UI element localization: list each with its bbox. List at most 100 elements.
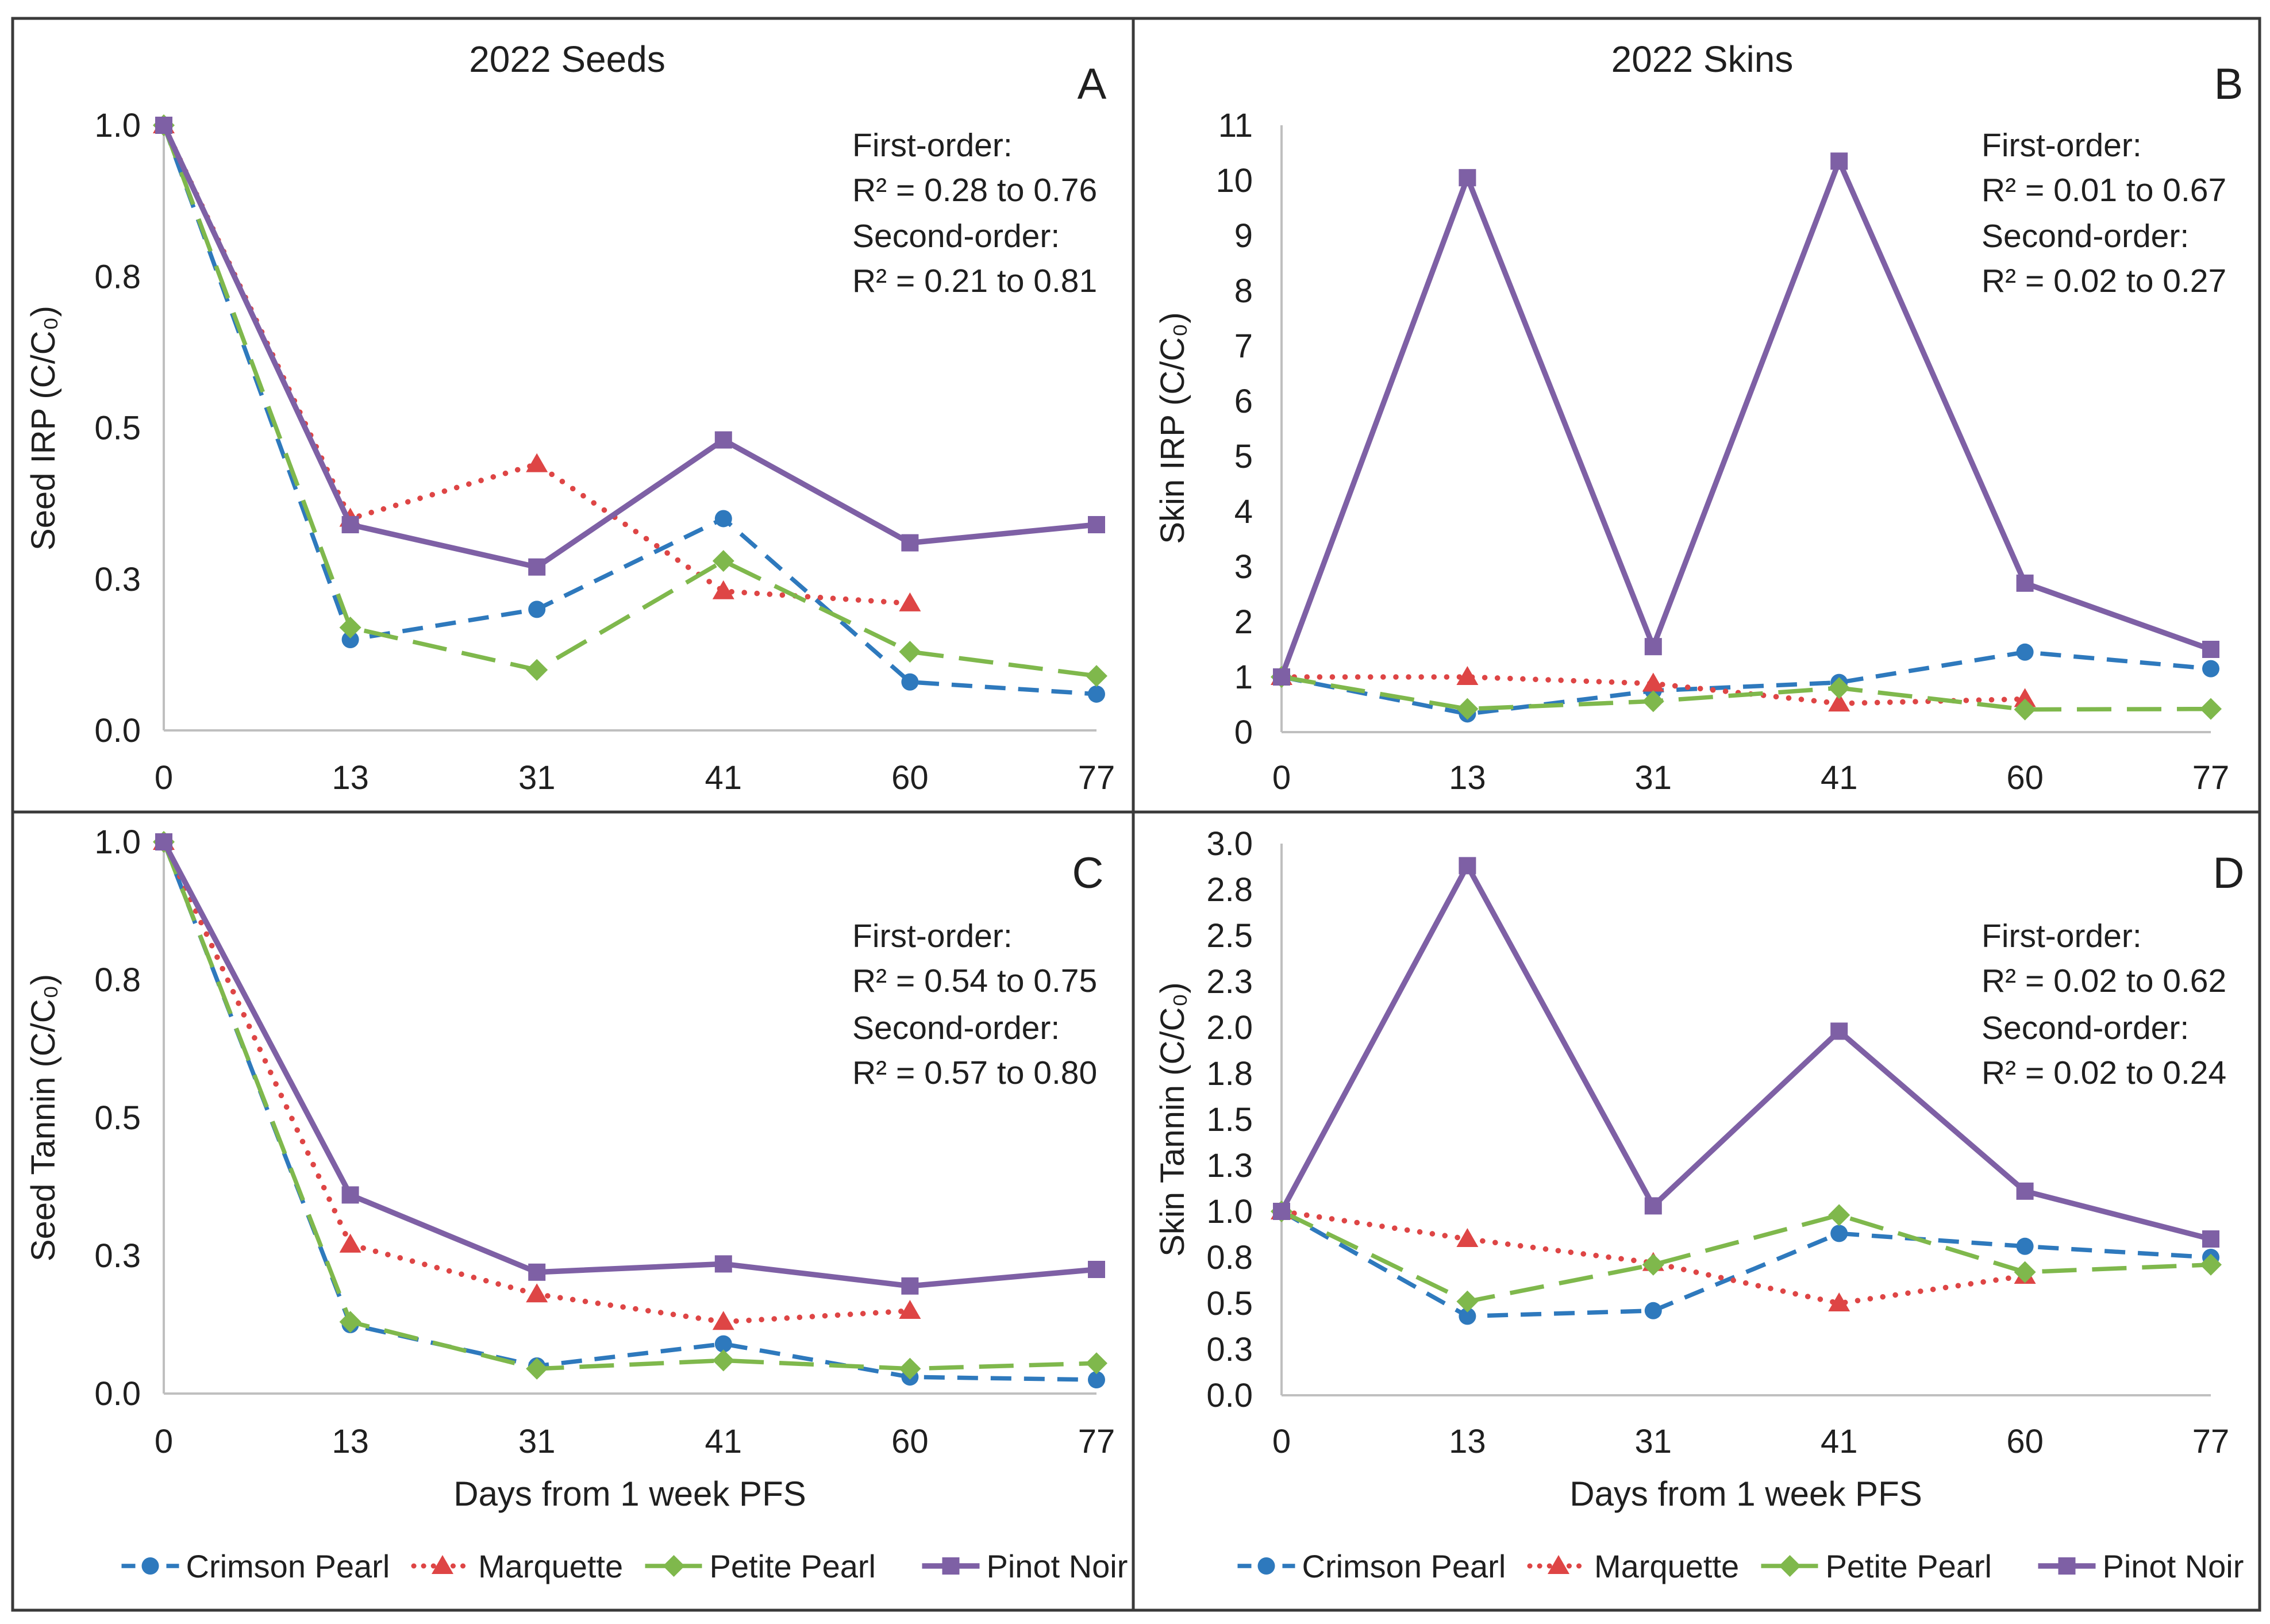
marker-circle <box>1088 1371 1105 1388</box>
y-tick-label: 2.0 <box>1206 1009 1253 1046</box>
series-line-petite-pearl <box>1281 675 2211 712</box>
marker-diamond <box>339 1311 361 1333</box>
annotation-line: First-order: <box>852 918 1013 955</box>
annotation-line: R² = 0.01 to 0.67 <box>1982 172 2226 209</box>
marker-square <box>1273 668 1290 686</box>
marker-diamond <box>2014 698 2036 721</box>
y-tick-label: 11 <box>1218 107 1253 144</box>
series-line-pinot-noir <box>161 124 1097 570</box>
marker-triangle <box>712 1311 734 1330</box>
panel-d: 0.0 0.3 0.5 0.8 1.0 1.3 1.5 1.8 2.0 2.3 2.5 2.8 3.0 0… <box>1206 825 2244 1584</box>
marker-triangle <box>526 453 548 472</box>
y-tick-label: 0.3 <box>1206 1331 1253 1368</box>
annotation-line: R² = 0.02 to 0.24 <box>1982 1055 2226 1091</box>
marker-circle <box>714 1335 732 1353</box>
marker-square <box>1273 1203 1290 1220</box>
annotation-line: First-order: <box>852 127 1013 164</box>
x-tick-label: 41 <box>1821 1423 1858 1460</box>
panel-c-y-axis-title: Seed Tannin (C/C₀) <box>25 974 62 1261</box>
marker-triangle <box>1548 1555 1569 1574</box>
panel-b-y-axis-title: Skin IRP (C/C₀) <box>1154 312 1191 544</box>
panel-a: 0.0 0.3 0.5 0.8 1.0 0 13 31 41 60 77 <box>94 107 1115 796</box>
legend: Crimson Pearl Marquette Petite Pearl Pinot … <box>1237 1548 2244 1584</box>
marker-square <box>714 1255 732 1273</box>
legend-item-label: Petite Pearl <box>1826 1548 1992 1584</box>
y-tick-label: 0.8 <box>94 258 141 295</box>
marker-square <box>1644 1197 1662 1215</box>
x-tick-label: 77 <box>2192 759 2230 796</box>
x-tick-label: 60 <box>2006 1423 2044 1460</box>
marker-diamond <box>1779 1555 1801 1577</box>
y-tick-label: 0.0 <box>1206 1377 1253 1414</box>
annotation-line: Second-order: <box>1982 1010 2189 1046</box>
marker-triangle <box>899 1300 921 1319</box>
y-tick-label: 0.8 <box>1206 1239 1253 1276</box>
y-tick-label: 3 <box>1234 548 1253 586</box>
figure-border <box>11 17 2261 1612</box>
marker-circle <box>341 631 359 649</box>
legend-item: Pinot Noir <box>922 1548 1128 1584</box>
marker-square <box>1830 152 1848 170</box>
y-tick-label: 9 <box>1234 217 1253 255</box>
legend-item: Petite Pearl <box>645 1548 876 1584</box>
x-tick-label: 77 <box>1078 1423 1115 1460</box>
legend-item-label: Pinot Noir <box>987 1548 1128 1584</box>
x-tick-label: 13 <box>332 1423 369 1460</box>
marker-square <box>341 515 359 533</box>
marker-diamond <box>712 1349 734 1372</box>
panel-d-y-axis-title: Skin Tannin (C/C₀) <box>1154 982 1191 1257</box>
y-tick-label: 7 <box>1234 328 1253 365</box>
marker-diamond <box>712 550 734 572</box>
panel-a-title: 2022 Seeds <box>469 39 665 80</box>
series-line-pinot-noir <box>1279 860 2212 1242</box>
legend: Crimson Pearl Marquette Petite Pearl Pinot … <box>121 1548 1128 1584</box>
y-tick-label: 0 <box>1234 714 1253 751</box>
annotation-line: R² = 0.28 to 0.76 <box>852 172 1097 209</box>
panel-b: 0 1 2 3 4 5 6 7 8 9 10 11 0 13 31 41 60 77 <box>1215 107 2229 796</box>
marker-square <box>2016 1182 2034 1200</box>
panel-d-annotation: First-order: R² = 0.02 to 0.62 Second-or… <box>1982 918 2226 1091</box>
legend-item: Crimson Pearl <box>1237 1548 1506 1584</box>
legend-item: Crimson Pearl <box>121 1548 390 1584</box>
series-line-marquette <box>1279 1209 2028 1306</box>
x-tick-label: 60 <box>2006 759 2044 796</box>
x-tick-label: 0 <box>1272 759 1291 796</box>
legend-item-label: Marquette <box>478 1548 623 1584</box>
marker-square <box>341 1186 359 1204</box>
marker-square <box>1644 638 1662 656</box>
y-tick-label: 1.5 <box>1206 1101 1253 1138</box>
marker-triangle <box>1456 666 1479 685</box>
series-line-crimson-pearl <box>161 841 1097 1382</box>
y-tick-label: 1.0 <box>94 107 141 144</box>
marker-diamond <box>1086 665 1107 687</box>
x-tick-label: 13 <box>1449 1423 1486 1460</box>
legend-item: Marquette <box>411 1548 623 1584</box>
y-tick-label: 0.8 <box>94 961 141 999</box>
marker-circle <box>528 601 546 618</box>
series-line-petite-pearl <box>161 124 1097 678</box>
marker-circle <box>1257 1557 1275 1575</box>
x-tick-label: 41 <box>705 1423 742 1460</box>
series-line-pinot-noir <box>1279 153 2212 678</box>
y-tick-label: 2.8 <box>1206 871 1253 909</box>
y-tick-label: 0.5 <box>94 410 141 447</box>
marker-diamond <box>526 659 548 681</box>
panel-b-letter: B <box>2214 60 2244 109</box>
marker-square <box>1459 169 1476 187</box>
x-tick-label: 13 <box>332 759 369 796</box>
chart-layer: 0.0 0.3 0.5 0.8 1.0 0 13 31 41 60 77 0 1 2 3 4 5 6 7 8 9 10 11… <box>94 107 2244 1584</box>
marker-square <box>714 431 732 449</box>
marker-diamond <box>1642 1253 1664 1276</box>
marker-diamond <box>899 641 921 663</box>
marker-circle <box>714 510 732 528</box>
y-tick-label: 0.0 <box>94 712 141 749</box>
legend-item-label: Petite Pearl <box>710 1548 876 1584</box>
panel-b-title: 2022 Skins <box>1611 39 1794 80</box>
y-tick-label: 8 <box>1234 272 1253 310</box>
marker-diamond <box>1086 1352 1107 1375</box>
panel-a-letter: A <box>1078 60 1107 109</box>
marker-diamond <box>899 1357 921 1380</box>
series-line-pinot-noir <box>161 840 1097 1289</box>
marker-square <box>1088 515 1105 533</box>
marker-circle <box>2016 1237 2034 1255</box>
